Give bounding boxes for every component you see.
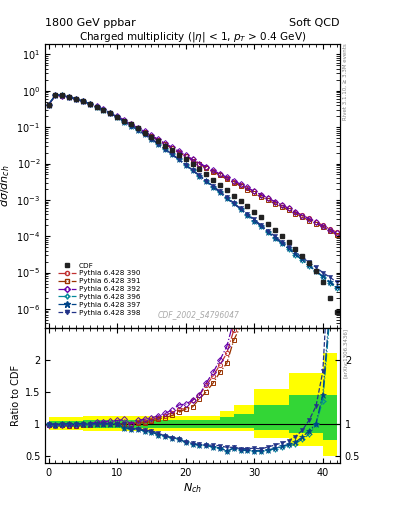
Y-axis label: Ratio to CDF: Ratio to CDF xyxy=(11,365,21,426)
Text: 1800 GeV ppbar: 1800 GeV ppbar xyxy=(45,18,136,28)
Text: Rivet 3.1.10, ≥ 3.3M events: Rivet 3.1.10, ≥ 3.3M events xyxy=(343,44,348,120)
X-axis label: $N_{ch}$: $N_{ch}$ xyxy=(183,481,202,495)
Text: [arXiv:1306.3436]: [arXiv:1306.3436] xyxy=(343,328,348,378)
Text: Soft QCD: Soft QCD xyxy=(290,18,340,28)
Text: CDF_2002_S4796047: CDF_2002_S4796047 xyxy=(158,310,239,319)
Y-axis label: $d\sigma/dn_{ch}$: $d\sigma/dn_{ch}$ xyxy=(0,164,12,207)
Title: Charged multiplicity (|$\eta$| < 1, $p_T$ > 0.4 GeV): Charged multiplicity (|$\eta$| < 1, $p_T… xyxy=(79,30,306,44)
Legend: CDF, Pythia 6.428 390, Pythia 6.428 391, Pythia 6.428 392, Pythia 6.428 396, Pyt: CDF, Pythia 6.428 390, Pythia 6.428 391,… xyxy=(55,260,143,318)
